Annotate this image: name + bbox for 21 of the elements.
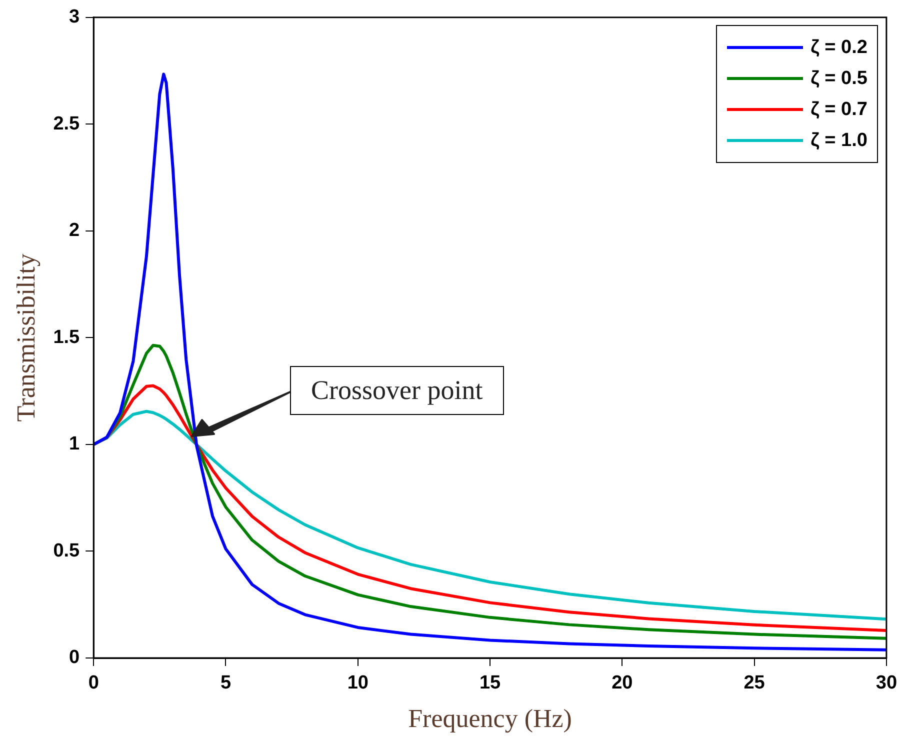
- legend-label: ζ = 0.2: [810, 36, 868, 59]
- x-axis-title: Frequency (Hz): [408, 704, 572, 734]
- legend-label: ζ = 0.5: [810, 68, 868, 90]
- annotation: Crossover point: [290, 366, 504, 415]
- x-tick-label: 25: [744, 672, 766, 694]
- x-tick-label: 30: [876, 672, 898, 694]
- legend-label: ζ = 1.0: [810, 130, 868, 152]
- y-tick-label: 2.5: [53, 113, 80, 134]
- y-tick-label: 3: [69, 6, 80, 28]
- x-tick-label: 5: [220, 672, 232, 694]
- y-tick-label: 1.5: [53, 326, 80, 348]
- y-tick-label: 1: [69, 434, 80, 455]
- x-tick-label: 20: [612, 672, 633, 694]
- y-tick-label: 0: [69, 647, 80, 668]
- x-tick-label: 15: [479, 672, 502, 694]
- y-tick-label: 2: [69, 220, 80, 242]
- x-tick-label: 0: [88, 672, 99, 694]
- legend-label: ζ = 0.7: [810, 98, 868, 121]
- y-tick-label: 0.5: [53, 540, 80, 562]
- y-axis-title: Transmissibility: [11, 254, 40, 422]
- x-tick-label: 10: [347, 672, 368, 694]
